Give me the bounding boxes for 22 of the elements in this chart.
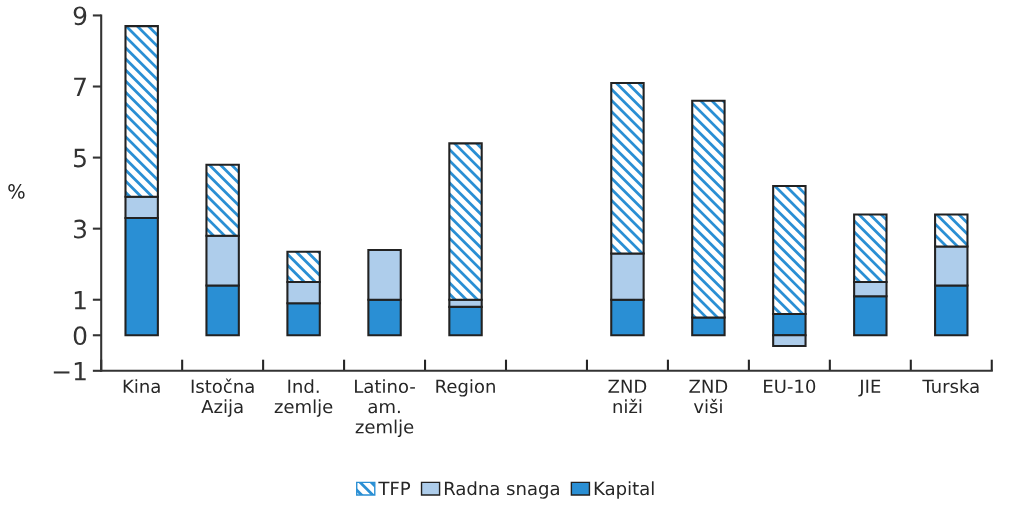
x-tick-label: Latino- am. zemlje bbox=[355, 379, 415, 438]
x-tick-label: ZND niži bbox=[608, 379, 647, 414]
x-tick-label: Istočna Azija bbox=[191, 378, 254, 417]
y-tick-label: 9 bbox=[73, 6, 87, 26]
bar bbox=[448, 305, 483, 337]
y-tick-label: 7 bbox=[74, 77, 86, 97]
y-tick-label: 5 bbox=[74, 148, 86, 168]
x-tick-label: Turska bbox=[922, 379, 979, 394]
y-tick-label: −1 bbox=[53, 362, 86, 381]
y-tick-label: 3 bbox=[74, 219, 86, 239]
y-tick-label: 0 bbox=[73, 326, 87, 346]
x-tick-label: JIE bbox=[858, 379, 881, 397]
y-axis-title: % bbox=[8, 184, 25, 199]
legend-label: TFP bbox=[378, 481, 411, 495]
y-tick-label: 1 bbox=[74, 291, 86, 310]
legend-label: Radna snaga bbox=[444, 481, 559, 499]
x-tick-label: Ind. zemlje bbox=[274, 379, 333, 417]
x-tick-label: Region bbox=[436, 379, 495, 397]
x-tick-label: Kina bbox=[123, 379, 160, 394]
x-tick-label: ZND viši bbox=[689, 379, 728, 414]
legend-label: Kapital bbox=[594, 481, 654, 499]
x-tick-label: EU-10 bbox=[764, 379, 816, 394]
